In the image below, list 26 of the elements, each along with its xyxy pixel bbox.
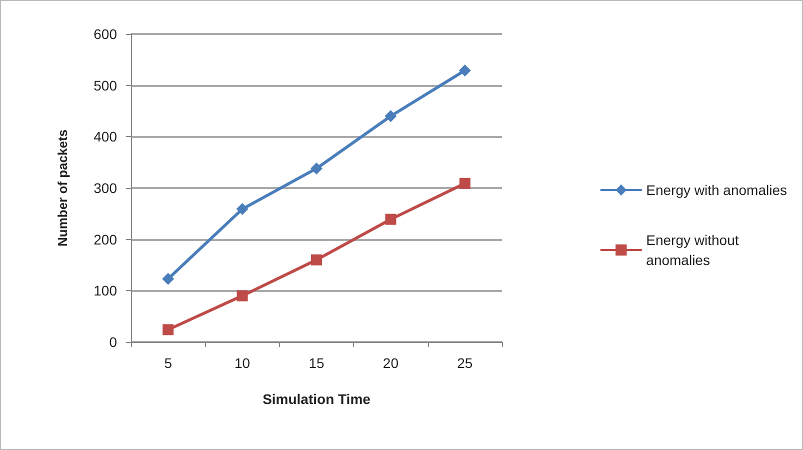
point — [385, 214, 396, 225]
y-tick-label: 0 — [109, 334, 118, 350]
point — [459, 178, 470, 189]
y-tick-label: 600 — [94, 26, 118, 42]
y-tick-label: 200 — [94, 231, 118, 248]
point — [236, 203, 248, 216]
x-axis-title: Simulation Time — [262, 391, 371, 407]
x-tick-label: 10 — [234, 355, 250, 371]
y-tick-label: 500 — [94, 77, 118, 94]
x-tick-label: 15 — [308, 355, 324, 371]
point — [310, 162, 322, 174]
point — [458, 64, 471, 76]
point — [236, 290, 248, 302]
x-tick-label: 20 — [382, 355, 399, 371]
point — [384, 110, 397, 122]
y-tick-label: 100 — [94, 282, 118, 299]
point — [311, 254, 322, 266]
x-tick-label: 5 — [164, 355, 172, 371]
y-tick-label: 300 — [94, 180, 118, 196]
point — [162, 324, 174, 336]
y-axis-title: Number of packets — [55, 129, 70, 247]
legend-label: Energy without anomalies — [646, 232, 739, 268]
x-tick-label: 25 — [457, 355, 473, 371]
y-tick-label: 400 — [94, 128, 118, 145]
point — [162, 272, 174, 285]
legend-label: Energy with anomalies — [646, 182, 788, 198]
